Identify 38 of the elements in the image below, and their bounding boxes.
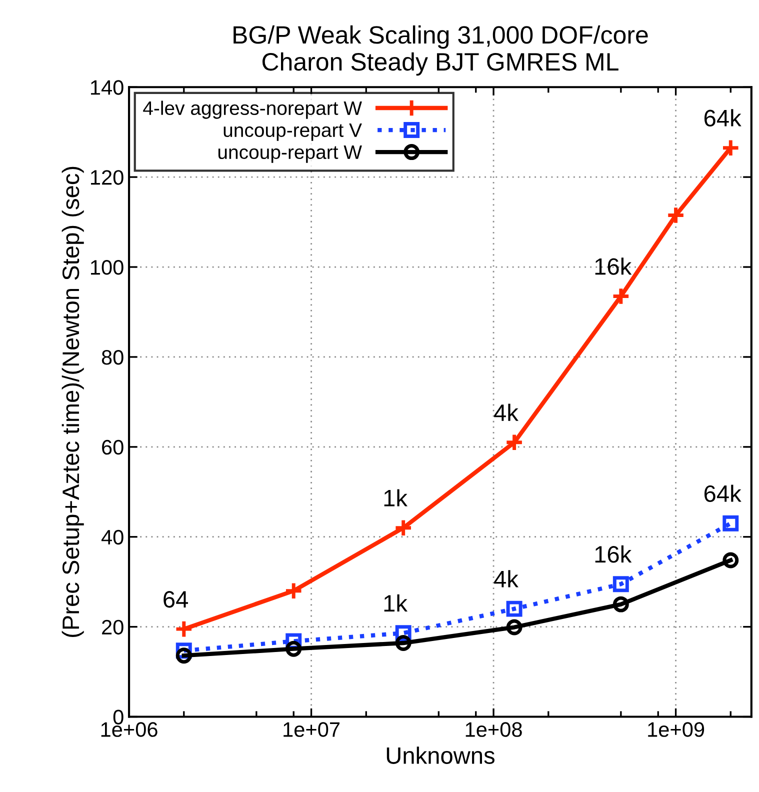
x-tick-label: 1e+07 — [284, 722, 340, 737]
point — [395, 635, 412, 651]
annotation: 16k — [595, 258, 632, 275]
y-tick-label: 60 — [102, 440, 124, 455]
x-tick-label: 1e+09 — [648, 722, 704, 737]
annotation: 4k — [494, 570, 518, 588]
point — [176, 648, 192, 664]
point — [174, 620, 194, 638]
chart-title: BG/P Weak Scaling 31,000 DOF/core Charon Steady BJT GMRES ML — [234, 25, 648, 76]
y-tick-label: 0 — [113, 710, 124, 725]
y-axis-title: (Prec Setup+Aztec time)/(Newton Step) (sec) — [62, 166, 84, 637]
point — [612, 596, 629, 612]
y-tick-label: 20 — [102, 620, 124, 635]
annotation: 64k — [704, 484, 742, 502]
y-tick-label: 140 — [91, 80, 124, 95]
annotation: 64 — [164, 591, 188, 608]
y-tick-label: 80 — [102, 350, 124, 365]
x-tick-label: 1e+08 — [466, 722, 522, 737]
annotation: 4k — [494, 404, 518, 421]
x-axis-title: Unknowns — [386, 746, 494, 764]
y-tick-label: 100 — [91, 260, 124, 275]
annotation: 64k — [704, 109, 742, 126]
point — [722, 515, 739, 532]
legend-label: uncoup-repart V — [224, 123, 362, 141]
point — [612, 576, 629, 592]
x-tick-label: 1e+06 — [101, 722, 158, 737]
point — [286, 640, 302, 657]
y-tick-label: 40 — [101, 530, 124, 545]
annotation: 1k — [384, 594, 408, 612]
legend-label: 4-lev aggress-norepart W — [143, 100, 362, 119]
legend-label: uncoup-repart W — [218, 145, 362, 163]
y-tick-label: 120 — [91, 170, 124, 185]
annotation: 16k — [595, 545, 632, 563]
point — [722, 552, 739, 568]
point — [394, 518, 413, 538]
annotation: 1k — [384, 489, 408, 506]
point — [284, 581, 303, 600]
point — [612, 286, 630, 306]
